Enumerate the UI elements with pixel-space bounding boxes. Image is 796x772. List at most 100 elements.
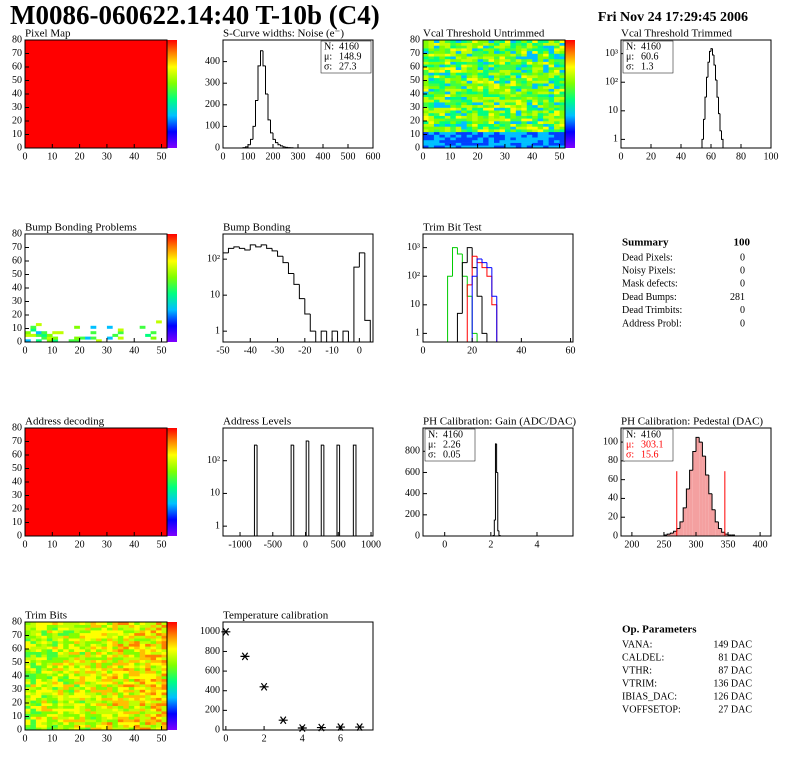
heatmap-cell bbox=[30, 632, 37, 636]
heatmap-cell bbox=[112, 624, 119, 628]
heatmap-cell bbox=[423, 123, 429, 127]
x-tick-label: 10 bbox=[47, 733, 57, 744]
heatmap-cell bbox=[483, 50, 489, 54]
heatmap-cell bbox=[461, 64, 467, 68]
histogram-bin bbox=[721, 528, 725, 533]
x-tick-label: 0 bbox=[221, 151, 226, 162]
x-tick-label: 40 bbox=[129, 151, 139, 162]
heatmap-cell bbox=[554, 94, 560, 97]
bin-fill bbox=[692, 451, 696, 536]
heatmap-cell bbox=[488, 45, 495, 49]
heatmap-cell bbox=[46, 667, 53, 671]
heatmap-cell bbox=[101, 673, 108, 677]
heatmap-cell bbox=[504, 118, 511, 122]
heatmap-cell bbox=[428, 88, 435, 92]
heatmap-cell bbox=[139, 705, 146, 709]
heatmap-cell bbox=[156, 684, 162, 688]
heatmap-cell bbox=[117, 711, 124, 715]
histogram-bin bbox=[282, 145, 286, 148]
heatmap-cell bbox=[128, 700, 135, 704]
heatmap-cell bbox=[90, 681, 97, 685]
heatmap-cell bbox=[139, 622, 146, 625]
histogram-bin bbox=[712, 48, 714, 56]
heatmap-cell bbox=[477, 142, 484, 146]
heatmap-cell bbox=[134, 724, 140, 728]
heatmap-cell bbox=[96, 673, 102, 677]
heatmap-cell bbox=[46, 657, 53, 661]
heatmap-cell bbox=[521, 67, 528, 70]
heatmap-cell bbox=[521, 53, 528, 57]
heatmap-cell bbox=[161, 649, 168, 652]
heatmap-cell bbox=[57, 649, 64, 652]
heatmap-cell bbox=[25, 339, 31, 343]
heatmap-cell bbox=[439, 96, 446, 100]
heatmap-cell bbox=[63, 670, 69, 674]
heatmap-cell bbox=[455, 104, 462, 108]
heatmap-cell bbox=[35, 630, 42, 634]
y-tick-label: 70 bbox=[12, 242, 22, 253]
y-tick-label: 10 bbox=[210, 488, 220, 499]
heatmap-cell bbox=[134, 673, 140, 677]
heatmap-cell bbox=[57, 630, 64, 634]
heatmap-cell bbox=[145, 673, 151, 677]
heatmap-cell bbox=[559, 77, 566, 81]
heatmap-cell bbox=[134, 681, 140, 685]
heatmap-cell bbox=[455, 48, 462, 52]
heatmap-cell bbox=[510, 115, 517, 119]
heatmap-cell bbox=[128, 694, 135, 698]
heatmap-cell bbox=[504, 107, 511, 111]
heatmap-cell bbox=[117, 724, 124, 728]
param-value: 136 DAC bbox=[713, 678, 752, 689]
x-tick-label: 40 bbox=[527, 151, 537, 162]
heatmap-cell bbox=[554, 142, 560, 146]
heatmap-cell bbox=[57, 703, 64, 706]
heatmap-cell bbox=[428, 99, 435, 103]
heatmap-cell bbox=[510, 85, 517, 89]
heatmap-cell bbox=[68, 686, 75, 690]
heatmap-cell bbox=[537, 61, 544, 65]
histogram-bin bbox=[486, 267, 492, 277]
heatmap-cell bbox=[112, 651, 119, 655]
heatmap-cell bbox=[35, 724, 42, 728]
heatmap-cell bbox=[526, 50, 533, 54]
heatmap-cell bbox=[483, 121, 489, 124]
heatmap-cell bbox=[526, 67, 533, 70]
heatmap-cell bbox=[444, 48, 451, 52]
heatmap-cell bbox=[537, 121, 544, 124]
y-tick-label: 50 bbox=[12, 463, 22, 474]
heatmap-cell bbox=[548, 126, 555, 130]
heatmap-cell bbox=[57, 632, 64, 636]
heatmap-cell bbox=[433, 72, 440, 76]
heatmap-cell bbox=[515, 102, 522, 106]
heatmap-cell bbox=[85, 670, 91, 674]
heatmap-cell bbox=[30, 692, 37, 696]
heatmap-cell bbox=[134, 703, 140, 706]
heatmap-cell bbox=[25, 630, 31, 634]
heatmap-cell bbox=[150, 721, 157, 725]
heatmap-cell bbox=[41, 727, 48, 731]
heatmap-cell bbox=[74, 721, 80, 725]
heatmap-cell bbox=[156, 689, 162, 693]
heatmap-cell bbox=[559, 107, 566, 111]
panel-title: Pixel Map bbox=[25, 28, 71, 40]
stats-label: σ: bbox=[428, 449, 436, 460]
x-tick-label: 40 bbox=[676, 151, 686, 162]
heatmap-cell bbox=[150, 651, 157, 655]
heatmap-cell bbox=[96, 630, 102, 634]
heatmap-cell bbox=[63, 686, 69, 690]
heatmap-cell bbox=[559, 142, 566, 146]
plot-frame bbox=[222, 621, 374, 731]
heatmap-cell bbox=[521, 126, 528, 130]
heatmap-cell bbox=[68, 622, 75, 625]
heatmap-cell bbox=[439, 123, 446, 127]
heatmap-cell bbox=[444, 91, 451, 95]
heatmap-cell bbox=[532, 102, 538, 106]
heatmap-cell bbox=[25, 632, 31, 636]
heatmap-cell bbox=[85, 713, 91, 717]
heatmap-cell bbox=[450, 75, 457, 79]
heatmap-cell bbox=[439, 48, 446, 52]
heatmap-cell bbox=[494, 61, 500, 65]
heatmap-cell bbox=[428, 42, 435, 46]
heatmap-cell bbox=[433, 102, 440, 106]
heatmap-cell bbox=[554, 112, 560, 116]
